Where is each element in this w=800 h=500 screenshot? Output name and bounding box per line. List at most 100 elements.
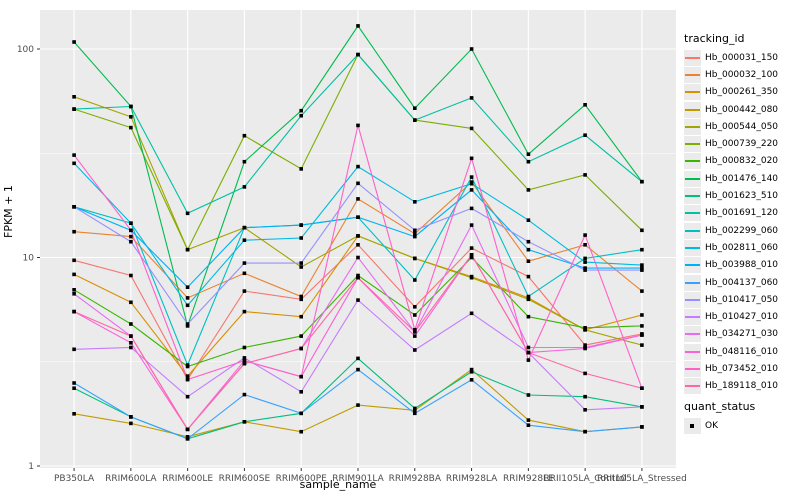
legend-key-swatch xyxy=(684,360,701,377)
x-tick-label: PB350LA xyxy=(54,474,95,484)
legend-entry-label: Hb_000832_020 xyxy=(705,156,779,167)
legend-entry: Hb_004137_060 xyxy=(684,274,798,291)
data-point xyxy=(72,107,76,111)
legend2-key-swatch xyxy=(684,417,701,434)
legend-key-swatch xyxy=(684,326,701,343)
legend-entry: Hb_001691_120 xyxy=(684,205,798,222)
data-point xyxy=(72,258,76,263)
data-point xyxy=(356,255,360,260)
legend-entry: Hb_189118_010 xyxy=(684,378,798,395)
data-point xyxy=(526,418,531,422)
legend-key-swatch xyxy=(684,49,701,66)
data-point xyxy=(185,363,190,367)
legend-entry-label: Hb_010417_050 xyxy=(705,294,779,305)
legend-entry: Hb_010427_010 xyxy=(684,308,798,326)
data-point xyxy=(413,305,417,309)
legend-key-swatch xyxy=(684,118,701,135)
data-point xyxy=(129,341,133,345)
legend-key-swatch xyxy=(684,66,701,83)
legend-key-line xyxy=(685,246,700,249)
data-point xyxy=(469,275,474,280)
data-point xyxy=(129,104,133,109)
data-point xyxy=(583,394,587,399)
data-point xyxy=(640,266,644,270)
legend-key-line xyxy=(685,367,700,370)
data-point xyxy=(526,239,531,244)
legend-entry: Hb_002299_060 xyxy=(684,222,798,239)
data-point xyxy=(413,278,417,282)
data-point xyxy=(356,123,360,128)
data-point xyxy=(356,356,360,361)
data-point xyxy=(72,161,76,166)
legend-key-swatch xyxy=(684,343,701,360)
data-point xyxy=(583,103,587,107)
legend-quant-status: quant_status OK xyxy=(684,400,798,434)
data-point xyxy=(242,185,247,189)
data-point xyxy=(356,403,360,407)
data-point xyxy=(185,435,190,439)
data-point xyxy=(129,221,133,225)
data-point xyxy=(640,179,644,184)
x-tick-label: RRII105LA_Control xyxy=(543,474,626,484)
data-point xyxy=(526,152,531,156)
data-point xyxy=(640,386,644,390)
legend-key-line xyxy=(685,73,700,76)
data-point xyxy=(72,347,76,352)
data-point xyxy=(526,159,531,164)
y-axis-title: FPKM + 1 xyxy=(2,185,15,238)
data-point xyxy=(356,164,360,169)
data-point xyxy=(129,322,133,326)
x-tick-label: RRIM928BA xyxy=(389,474,442,484)
legend-key-swatch xyxy=(684,239,701,256)
data-point xyxy=(299,261,303,265)
data-point xyxy=(640,324,644,328)
data-point xyxy=(72,292,76,296)
data-point xyxy=(129,300,133,305)
data-point xyxy=(526,188,531,192)
legend-entry: Hb_000832_020 xyxy=(684,153,798,170)
data-point xyxy=(413,106,417,110)
y-tick-label: 100 xyxy=(17,45,34,55)
data-point xyxy=(242,225,247,230)
data-point xyxy=(242,261,247,265)
data-point xyxy=(640,268,644,272)
data-point xyxy=(299,374,303,379)
legend-entry: Hb_003988_010 xyxy=(684,257,798,274)
data-point xyxy=(469,156,474,161)
legend-key-line xyxy=(685,281,700,284)
data-point xyxy=(583,371,587,376)
legend-key-line xyxy=(685,298,700,301)
legend-entry-label: Hb_001476_140 xyxy=(705,173,779,184)
data-point xyxy=(526,393,531,397)
data-point xyxy=(469,255,474,260)
data-point xyxy=(640,263,644,267)
legend-key-line xyxy=(685,177,700,180)
data-point xyxy=(469,246,474,250)
legend-key-swatch xyxy=(684,170,701,187)
data-point xyxy=(469,47,474,51)
data-point xyxy=(129,421,133,426)
legend-entry-label: Hb_000739_220 xyxy=(705,139,779,150)
data-point xyxy=(356,52,360,57)
data-point xyxy=(242,133,247,138)
data-point xyxy=(583,133,587,137)
legend-entry: Hb_002811_060 xyxy=(684,239,798,256)
legend-entry-label: Hb_001691_120 xyxy=(705,208,779,219)
legend-key-swatch xyxy=(684,309,701,326)
data-point xyxy=(469,370,474,374)
data-point xyxy=(583,326,587,330)
data-point xyxy=(129,415,133,419)
legend-entry: Hb_000739_220 xyxy=(684,135,798,153)
data-point xyxy=(242,392,247,397)
data-point xyxy=(526,247,531,252)
x-tick-label: RRIM600LE xyxy=(162,474,213,484)
data-point xyxy=(72,309,76,314)
legend-key-line xyxy=(685,350,700,353)
data-point xyxy=(299,236,303,240)
data-point xyxy=(129,345,133,350)
data-point xyxy=(72,386,76,390)
legend-key-line xyxy=(685,56,700,59)
legend-key-line xyxy=(685,125,700,128)
legend-entry-label: Hb_002299_060 xyxy=(705,225,779,236)
